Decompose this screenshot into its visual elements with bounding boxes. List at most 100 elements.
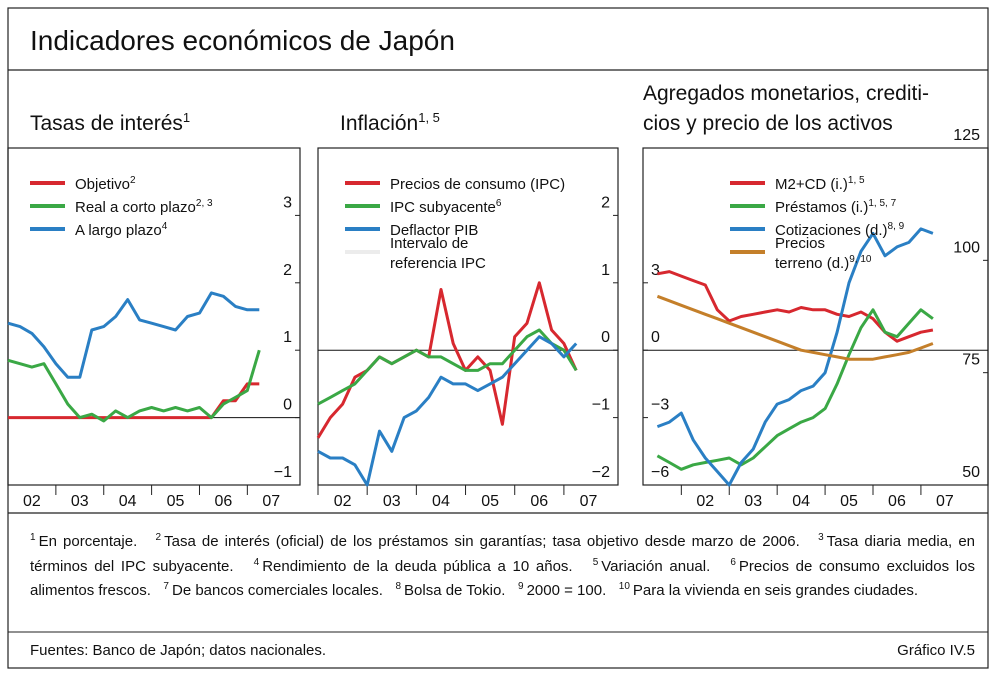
legend-text: Deflactor PIB [390, 222, 478, 239]
legend-label: Préstamos (i.)1, 5, 7 [775, 198, 897, 216]
x-tick-label: 05 [481, 493, 499, 510]
series-line [7, 291, 260, 379]
x-tick-label: 03 [71, 493, 89, 510]
y2-tick-label: 75 [962, 352, 980, 369]
legend-label: Deflactor PIB [390, 222, 478, 239]
footnote-number: 6 [730, 556, 736, 568]
plot-frame [7, 147, 301, 486]
y-tick-label: 0 [283, 397, 292, 414]
x-tick-label: 06 [530, 493, 548, 510]
footnote-text: En porcentaje. [38, 533, 138, 550]
legend-label: M2+CD (i.)1, 5 [775, 175, 865, 193]
panel-title: Agregados monetarios, crediti- [643, 82, 929, 105]
x-tick-label: 06 [215, 493, 233, 510]
y-tick-label: −2 [592, 464, 610, 481]
legend-label: Precios de consumo (IPC) [390, 176, 565, 193]
main-title: Indicadores económicos de Japón [30, 25, 455, 56]
y-tick-label: 0 [601, 329, 610, 346]
legend-sup: 2 [130, 175, 136, 186]
series-line [657, 270, 934, 343]
panel-title: cios y precio de los activos [643, 112, 893, 135]
footnotes: 1 En porcentaje. 2 Tasa de interés (ofic… [30, 530, 975, 604]
legend-sup: 4 [162, 221, 168, 232]
y-tick-label: −1 [274, 464, 292, 481]
panel-title-text: cios y precio de los activos [643, 112, 893, 135]
legend-text: Préstamos (i.) [775, 199, 868, 216]
legend-text: M2+CD (i.) [775, 176, 848, 193]
y-tick-label: 3 [283, 194, 292, 211]
footnote-number: 7 [163, 581, 169, 592]
x-tick-label: 06 [888, 493, 906, 510]
x-tick-label: 07 [262, 493, 280, 510]
legend-label: Cotizaciones (d.)8, 9 [775, 221, 905, 239]
legend-text: terreno (d.) [775, 255, 849, 272]
y-tick-label: 1 [601, 262, 610, 279]
x-tick-label: 02 [334, 493, 352, 510]
y-tick-label: 2 [283, 262, 292, 279]
legend-sup: 6 [496, 198, 502, 209]
legend-text: A largo plazo [75, 222, 162, 239]
y2-tick-label: 50 [962, 464, 980, 481]
x-tick-label: 04 [792, 493, 810, 510]
panel-title-sup: 1 [183, 110, 190, 125]
footnote-number: 5 [592, 556, 599, 568]
x-tick-label: 03 [744, 493, 762, 510]
x-tick-label: 02 [696, 493, 714, 510]
y-tick-label: 3 [651, 262, 660, 279]
footnote-text: De bancos comerciales locales. [171, 582, 383, 599]
legend-label: IPC subyacente6 [390, 198, 502, 216]
y2-tick-label: 100 [953, 239, 980, 256]
legend-text: IPC subyacente [390, 199, 496, 216]
legend-text: Precios [775, 235, 825, 252]
x-tick-label: 04 [119, 493, 137, 510]
footnote-number: 2 [155, 532, 162, 543]
footnote-number: 8 [395, 581, 401, 592]
footnote-text: Variación anual. [601, 557, 711, 575]
y-tick-label: −6 [651, 464, 669, 481]
x-tick-label: 03 [383, 493, 401, 510]
series-line [656, 227, 934, 487]
panel-title-text: Agregados monetarios, crediti- [643, 82, 929, 105]
series-line [316, 281, 578, 439]
x-tick-label: 07 [580, 493, 598, 510]
footnote-number: 3 [818, 532, 824, 543]
footnote-number: 4 [253, 556, 260, 568]
series-line [656, 308, 934, 471]
panel-title: Tasas de interés1 [30, 110, 190, 135]
footnote-text: Tasa de interés (oficial) de los préstam… [164, 533, 800, 550]
y-tick-label: −3 [651, 397, 669, 414]
footnote-number: 10 [618, 581, 630, 592]
legend-sup: 2, 3 [196, 198, 213, 209]
legend-sup: 1, 5, 7 [868, 198, 896, 209]
legend-label: A largo plazo4 [75, 221, 168, 239]
legend-text: referencia IPC [390, 255, 486, 272]
legend-label: referencia IPC [390, 255, 486, 272]
legend-label: Intervalo de [390, 235, 468, 252]
legend-text: Cotizaciones (d.) [775, 222, 888, 239]
legend-text: Real a corto plazo [75, 199, 196, 216]
footnote-number: 9 [518, 581, 524, 592]
y-tick-label: 1 [283, 329, 292, 346]
x-tick-label: 04 [432, 493, 450, 510]
y-tick-label: −1 [592, 397, 610, 414]
series-line [656, 294, 934, 361]
panel-title-text: Tasas de interés [30, 112, 183, 135]
x-tick-label: 05 [167, 493, 185, 510]
legend-label: Objetivo2 [75, 175, 136, 193]
y-tick-label: 2 [601, 194, 610, 211]
series-line [317, 335, 578, 487]
legend-label: Real a corto plazo2, 3 [75, 198, 213, 216]
footnote-text: 2000 = 100. [526, 582, 607, 599]
panel-title-sup: 1, 5 [418, 110, 440, 125]
sources: Fuentes: Banco de Japón; datos nacionale… [30, 642, 327, 659]
legend-text: Intervalo de [390, 235, 468, 252]
footnote-text: Rendimiento de la deuda pública a 10 año… [262, 557, 573, 575]
series-line [317, 328, 578, 406]
y2-tick-label: 125 [953, 127, 980, 144]
footnote-text: Tasa diaria media, en términos del IPC s… [30, 533, 976, 575]
footnote-text: Para la vivienda en seis grandes ciudade… [632, 582, 919, 599]
panel-title-text: Inflación [340, 112, 418, 135]
x-tick-label: 02 [23, 493, 41, 510]
legend-text: Precios de consumo (IPC) [390, 176, 565, 193]
